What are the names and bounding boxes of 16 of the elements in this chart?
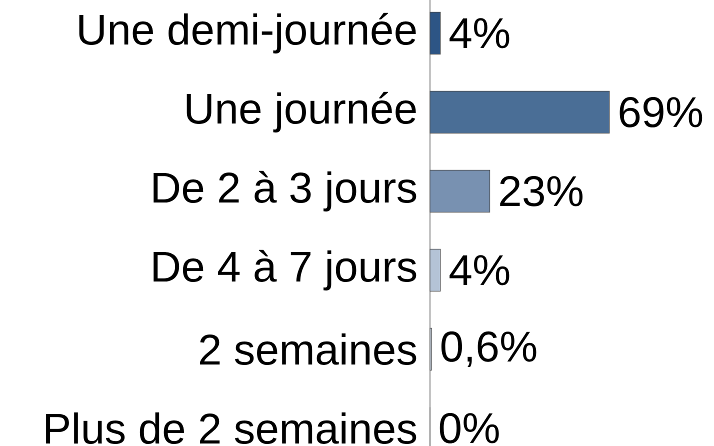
data-label: 4% <box>450 255 510 286</box>
y-tick-label: 2 semaines <box>200 333 416 365</box>
data-label: 69% <box>620 96 702 128</box>
y-tick-label: Une demi-journée <box>79 12 416 54</box>
bar <box>430 248 441 292</box>
y-tick-label: De 4 à 7 jours <box>154 250 416 290</box>
data-label: 4% <box>450 18 510 48</box>
bar <box>430 12 441 54</box>
y-tick-label: Plus de 2 semaines <box>46 412 416 444</box>
data-label: 0,6% <box>441 331 536 367</box>
data-label: 23% <box>500 176 583 206</box>
data-label: 0% <box>440 412 499 444</box>
y-tick-label: De 2 à 3 jours <box>154 170 416 212</box>
bar <box>430 90 610 134</box>
bar <box>430 170 490 212</box>
y-tick-label: Une journée <box>186 92 416 132</box>
